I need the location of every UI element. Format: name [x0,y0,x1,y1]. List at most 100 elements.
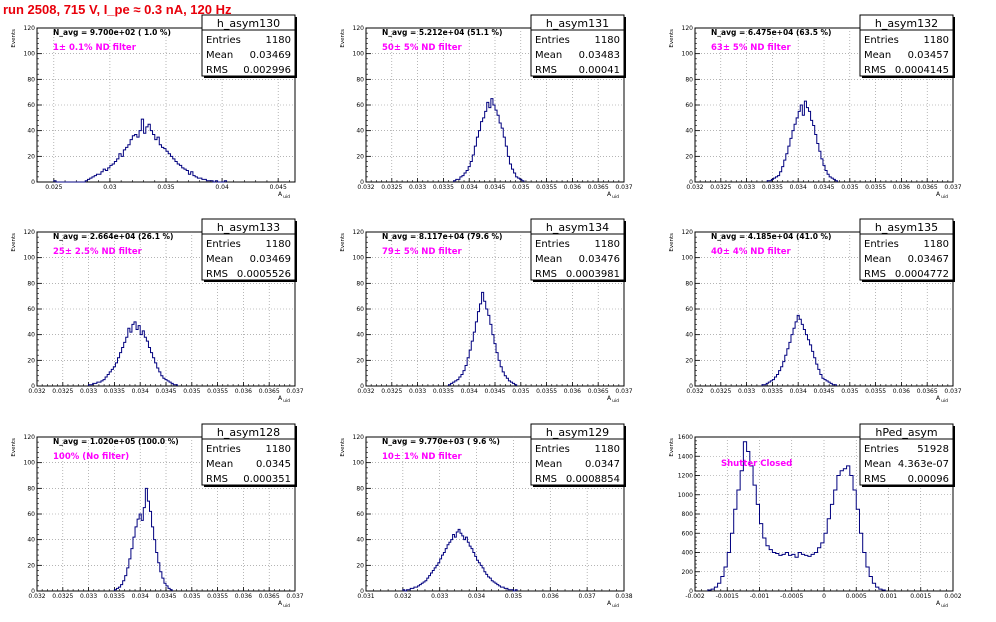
x-axis-title: Auid [607,395,619,404]
y-tick-label: 0 [31,179,35,186]
x-tick-label: 0.035 [512,184,529,191]
y-tick-label: 120 [24,25,36,32]
stats-value-mean: 4.363e-07 [898,459,949,470]
stats-label-entries: Entries [864,444,899,455]
stats-histogram-name: h_asym130 [217,17,280,30]
histogram-line [761,314,837,386]
x-tick-label: -0.002 [685,593,705,600]
y-axis-title: Events [11,233,17,252]
y-tick-label: 80 [356,280,364,287]
histogram-line [402,528,518,592]
stats-box [859,423,954,486]
stats-value-entries: 1180 [266,239,291,250]
stats-label-entries: Entries [206,35,241,46]
y-tick-label: 20 [356,153,364,160]
x-tick-label: 0.037 [944,184,961,191]
y-tick-label: 20 [27,357,35,364]
histogram-panel-h_asym135: 0.032 0.0325 0.033 0.0335 0.034 0.0345 0.035 0.… [669,218,962,404]
y-tick-label: 80 [685,76,693,83]
x-tick-label: 0.035 [157,184,174,191]
y-tick-label: 800 [682,511,694,518]
stats-box [530,14,625,77]
x-tick-label: 0.035 [505,593,522,600]
y-tick-label: 40 [685,332,693,339]
navg-label: N_avg = 1.020e+05 (100.0 %) [53,437,179,446]
x-axis-title: Auid [936,191,948,200]
stats-label-entries: Entries [535,239,570,250]
y-tick-label: 40 [27,537,35,544]
x-tick-label: 0.0365 [917,388,938,395]
y-tick-label: 120 [353,25,365,32]
stats-value-entries: 1180 [924,35,949,46]
stats-value-mean: 0.0345 [256,459,291,470]
navg-label: N_avg = 6.475e+04 (63.5 %) [711,28,831,37]
x-tick-label: 0.037 [944,388,961,395]
histogram-panel-h_asym129: 0.031 0.032 0.033 0.034 0.035 0.036 0.037 0.038… [340,423,633,609]
y-tick-label: 60 [685,102,693,109]
stats-box [201,14,296,77]
stats-value-rms: 0.0008854 [566,474,620,485]
x-tick-label: 0.035 [183,388,200,395]
stats-histogram-name: hPed_asym [875,426,937,439]
y-tick-label: 200 [682,569,694,576]
x-tick-label: 0.037 [286,388,303,395]
y-tick-label: 40 [356,128,364,135]
stats-value-entries: 1180 [595,239,620,250]
y-tick-label: 0 [360,179,364,186]
x-tick-label: 0.0335 [104,593,125,600]
y-axis-title: Events [669,438,675,457]
x-axis-title-subscript: uid [941,398,948,404]
x-tick-label: 0.036 [564,184,581,191]
x-tick-label: 0.0005 [846,593,867,600]
y-tick-label: 40 [27,332,35,339]
histogram-line [448,291,518,386]
x-tick-label: 0.0345 [814,388,835,395]
stats-label-entries: Entries [206,444,241,455]
stats-label-rms: RMS [864,65,886,76]
x-tick-label: 0.0355 [865,184,886,191]
x-tick-label: 0.0365 [588,388,609,395]
x-tick-label: 0.035 [512,388,529,395]
histogram-line [453,98,525,182]
stats-value-rms: 0.0003981 [566,269,620,280]
stats-label-rms: RMS [535,269,557,280]
stats-label-mean: Mean [535,254,562,265]
x-tick-label: 0.0335 [433,388,454,395]
stats-histogram-name: h_asym133 [217,221,280,234]
x-tick-label: 0.036 [564,388,581,395]
x-tick-label: 0.0345 [485,184,506,191]
stats-histogram-name: h_asym131 [546,17,609,30]
x-axis-title: Auid [278,191,290,200]
stats-value-rms: 0.00041 [579,65,620,76]
y-tick-label: 0 [689,383,693,390]
y-tick-label: 100 [682,51,694,58]
x-tick-label: 0.032 [357,184,374,191]
x-tick-label: 0.032 [686,184,703,191]
y-tick-label: 100 [24,255,36,262]
x-tick-label: 0.0345 [156,593,177,600]
y-tick-label: 1600 [678,434,693,441]
y-tick-label: 100 [24,51,36,58]
x-axis-title: Auid [278,395,290,404]
y-tick-label: 80 [356,76,364,83]
stats-value-mean: 0.03469 [250,50,291,61]
navg-label: N_avg = 2.664e+04 (26.1 %) [53,232,173,241]
x-tick-label: 0.033 [409,184,426,191]
stats-label-mean: Mean [535,459,562,470]
x-tick-label: 0.0355 [536,388,557,395]
x-tick-label: 0.034 [132,388,149,395]
x-tick-label: 0.0325 [710,184,731,191]
y-tick-label: 20 [356,357,364,364]
y-axis-title: Events [11,29,17,48]
x-tick-label: -0.0015 [716,593,739,600]
stats-label-mean: Mean [864,459,891,470]
y-tick-label: 40 [356,332,364,339]
x-tick-label: 0.036 [893,184,910,191]
x-axis-title-subscript: uid [283,603,290,609]
histogram-line [707,441,886,591]
stats-label-rms: RMS [206,65,228,76]
y-tick-label: 120 [682,229,694,236]
x-axis-title-subscript: uid [612,398,619,404]
x-tick-label: 0.001 [880,593,897,600]
x-tick-label: 0.033 [80,593,97,600]
